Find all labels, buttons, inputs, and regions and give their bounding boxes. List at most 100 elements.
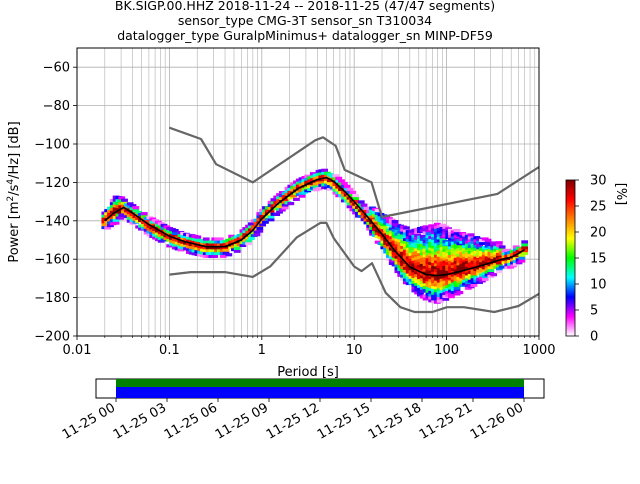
time-tick-label: 11-25 18 xyxy=(366,400,424,442)
heatmap-cell xyxy=(245,239,252,243)
y-tick-label: −140 xyxy=(34,214,70,229)
heatmap-cell xyxy=(281,206,289,210)
heatmap-cell xyxy=(239,243,247,247)
heatmap-cell xyxy=(515,261,523,265)
heatmap-cell xyxy=(442,245,450,249)
x-tick-label: 0.1 xyxy=(159,343,180,358)
heatmap-cell xyxy=(442,297,450,301)
mean-curve xyxy=(104,176,526,277)
heatmap-cell xyxy=(112,218,120,222)
heatmap-cell xyxy=(180,234,188,239)
heatmap-cell xyxy=(338,179,345,183)
heatmap-cell xyxy=(346,187,354,191)
heatmap-cell xyxy=(315,187,323,191)
heatmap-cell xyxy=(371,219,379,223)
heatmap-cell xyxy=(247,236,255,240)
heatmap-cell xyxy=(419,283,427,287)
heatmap-cell xyxy=(118,216,126,220)
heatmap-cell xyxy=(414,233,421,237)
heatmap-cell xyxy=(484,238,492,242)
heatmap-cell xyxy=(391,220,399,224)
coverage-band-top xyxy=(116,379,524,387)
heatmap-cell xyxy=(126,202,134,206)
heatmap-cell xyxy=(414,242,421,246)
colorbar-tick-label: 20 xyxy=(590,226,607,241)
heatmap-cell xyxy=(487,268,495,273)
heatmap-cell xyxy=(143,219,151,224)
y-tick-label: −120 xyxy=(34,176,70,191)
heatmap-cell xyxy=(253,233,261,237)
heatmap-cell xyxy=(419,234,427,239)
heatmap-cell xyxy=(436,299,444,303)
heatmap-cell xyxy=(143,222,151,226)
figure-title: BK.SIGP.00.HHZ 2018-11-24 -- 2018-11-25 … xyxy=(115,0,495,43)
heatmap-cell xyxy=(321,168,329,172)
heatmap-cell xyxy=(397,233,405,237)
time-tick-label: 11-25 12 xyxy=(264,400,322,442)
y-tick-label: −160 xyxy=(34,253,70,268)
heatmap-cell xyxy=(518,259,526,263)
noise-models xyxy=(169,126,540,314)
heatmap-cell xyxy=(518,256,526,260)
heatmap-cell xyxy=(202,240,210,244)
colorbar: 0 5 10 15 20 25 30 [%] xyxy=(565,174,628,345)
time-tick-label: 11-25 15 xyxy=(315,400,373,442)
heatmap-cell xyxy=(352,196,359,201)
heatmap-cell xyxy=(273,212,281,217)
heatmap-cell xyxy=(290,194,298,198)
heatmap-cell xyxy=(287,196,295,200)
heatmap-cell xyxy=(479,241,486,245)
heatmap-cell xyxy=(442,225,450,229)
x-axis-label: Period [s] xyxy=(277,365,339,380)
heatmap-cell xyxy=(470,283,478,287)
plot-frame xyxy=(76,47,540,337)
y-tick-label: −60 xyxy=(43,61,70,76)
high-noise-model-line xyxy=(169,126,540,219)
heatmap-cell xyxy=(448,295,455,299)
heatmap-cell xyxy=(481,277,489,281)
heatmap-cell xyxy=(349,190,357,195)
title-line-1: BK.SIGP.00.HHZ 2018-11-24 -- 2018-11-25 … xyxy=(115,0,495,13)
heatmap-cell xyxy=(245,230,252,234)
heatmap-cell xyxy=(425,232,433,236)
heatmap-cell xyxy=(267,218,275,222)
colorbar-ticks: 0 5 10 15 20 25 30 xyxy=(575,174,607,345)
heatmap-cell xyxy=(312,185,320,189)
heatmap-cell xyxy=(180,243,188,247)
title-line-2: sensor_type CMG-3T sensor_sn T310034 xyxy=(178,13,432,28)
colorbar-gradient xyxy=(565,179,576,337)
heatmap-cell xyxy=(298,194,306,198)
heatmap-cell xyxy=(211,254,219,258)
heatmap-cell xyxy=(433,222,441,226)
heatmap-cell xyxy=(293,197,300,201)
heatmap-cell xyxy=(408,246,416,251)
heatmap-cell xyxy=(225,253,233,257)
heatmap-cell xyxy=(411,254,419,258)
heatmap-cell xyxy=(287,201,295,206)
heatmap-cell xyxy=(135,210,143,215)
heatmap-cell xyxy=(216,237,224,241)
heatmap-cell xyxy=(129,204,137,208)
mean-psd-line xyxy=(104,176,526,277)
y-tick-label: −180 xyxy=(34,291,70,306)
x-axis-ticks: 0.01 0.1 1 10 100 1000 xyxy=(63,336,556,358)
heatmap-cell xyxy=(504,248,512,252)
heatmap-cell xyxy=(132,206,140,210)
heatmap-cell xyxy=(425,229,433,233)
low-noise-model-line xyxy=(169,221,540,314)
heatmap-cell xyxy=(233,246,241,250)
x-tick-label: 1 xyxy=(258,343,266,358)
heatmap-cell xyxy=(346,205,354,209)
heatmap-cell xyxy=(188,239,196,244)
heatmap-cell xyxy=(498,245,506,249)
heatmap-cell xyxy=(233,249,241,253)
heatmap-cell xyxy=(222,248,230,252)
heatmap-cell xyxy=(256,229,264,233)
heatmap-cell xyxy=(107,223,114,228)
x-tick-label: 10 xyxy=(346,343,363,358)
heatmap-cell xyxy=(360,209,368,213)
y-axis-label: Power [m2/s4/Hz] [dB] xyxy=(6,121,22,262)
title-line-3: datalogger_type GuralpMinimus+ datalogge… xyxy=(117,28,493,43)
heatmap-cell xyxy=(276,204,283,208)
